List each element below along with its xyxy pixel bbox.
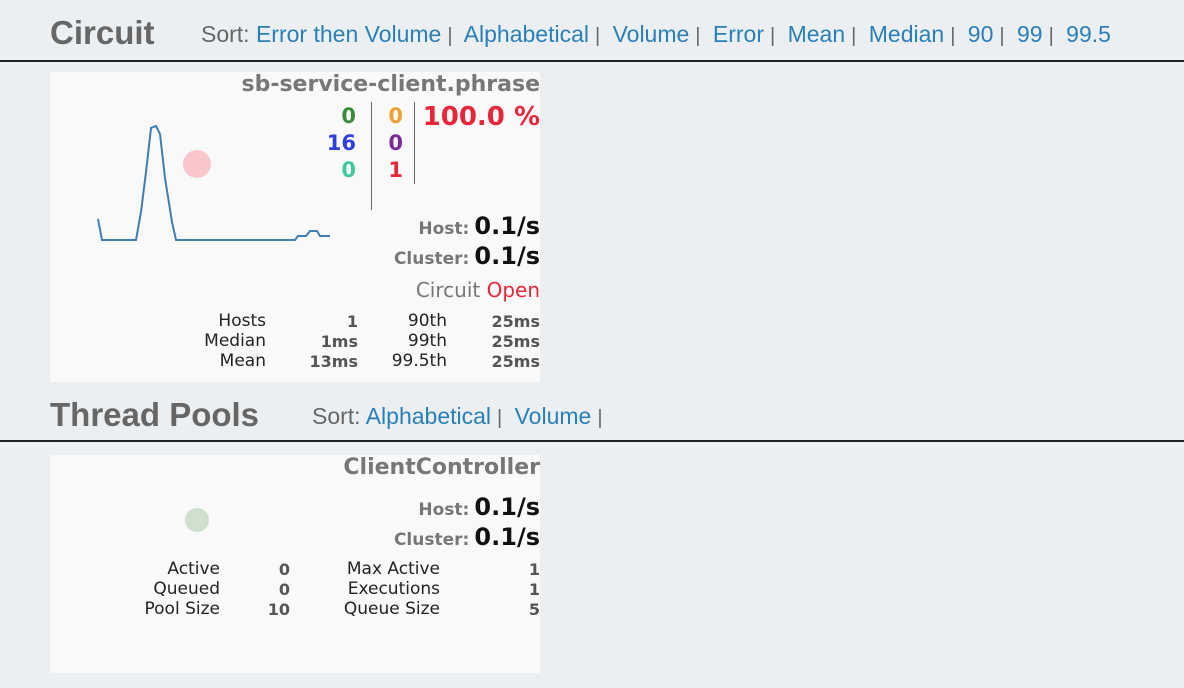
sort-99-5-link[interactable]: 99.5 bbox=[1066, 21, 1111, 47]
p99-value: 25ms bbox=[491, 332, 540, 351]
mean-value: 13ms bbox=[309, 352, 358, 371]
separator: | bbox=[851, 25, 857, 47]
count-divider bbox=[414, 102, 415, 184]
success-count: 0 bbox=[341, 104, 356, 128]
separator: | bbox=[950, 25, 956, 47]
thread-section-title: Thread Pools bbox=[50, 396, 260, 433]
thread-health-chart bbox=[185, 508, 209, 532]
circuit-name: sb-service-client.phrase bbox=[241, 72, 540, 97]
queue-size-value: 5 bbox=[528, 600, 540, 619]
separator: | bbox=[597, 407, 603, 429]
short-circuited-count: 16 bbox=[326, 131, 356, 155]
hosts-label: Hosts bbox=[218, 311, 266, 331]
sort-error-then-volume-link[interactable]: Error then Volume bbox=[255, 21, 442, 47]
thread-pool-name: ClientController bbox=[343, 455, 540, 480]
p90-value: 25ms bbox=[491, 312, 540, 331]
health-circle bbox=[185, 508, 209, 532]
sort-alphabetical-link[interactable]: Alphabetical bbox=[463, 21, 589, 47]
circuit-sort-bar: Sort: Error then Volume | Alphabetical | V… bbox=[201, 21, 1111, 48]
queued-label: Queued bbox=[153, 579, 220, 599]
circuit-status-row: Circuit Open bbox=[416, 278, 540, 302]
health-circle bbox=[183, 150, 211, 178]
pool-size-label: Pool Size bbox=[144, 599, 220, 619]
thread-host-rate-value: 0.1/s bbox=[474, 493, 540, 521]
circuit-panel: sb-service-client.phrase 0 16 0 0 0 1 10… bbox=[50, 72, 540, 382]
bad-request-count: 0 bbox=[341, 158, 356, 182]
thread-cluster-rate-label: Cluster: bbox=[393, 530, 470, 550]
median-value: 1ms bbox=[320, 332, 358, 351]
thread-cluster-rate-row: Cluster: 0.1/s bbox=[394, 523, 540, 551]
thread-sort-volume-link[interactable]: Volume bbox=[514, 403, 592, 429]
max-active-label: Max Active bbox=[346, 559, 440, 579]
cluster-rate-label: Cluster: bbox=[393, 249, 470, 269]
cluster-rate-value: 0.1/s bbox=[474, 242, 540, 270]
max-active-value: 1 bbox=[528, 560, 540, 579]
p995-value: 25ms bbox=[491, 352, 540, 371]
sort-mean-link[interactable]: Mean bbox=[787, 21, 846, 47]
separator: | bbox=[999, 25, 1005, 47]
mean-label: Mean bbox=[219, 351, 266, 371]
active-value: 0 bbox=[278, 560, 290, 579]
median-label: Median bbox=[204, 331, 266, 351]
p99-label: 99th bbox=[407, 331, 447, 351]
failure-count: 1 bbox=[388, 158, 403, 182]
thread-pool-panel: ClientController Host: 0.1/s Cluster: 0.… bbox=[50, 455, 540, 673]
error-percentage: 100.0 % bbox=[422, 102, 540, 132]
pool-size-value: 10 bbox=[267, 600, 290, 619]
p995-label: 99.5th bbox=[391, 351, 447, 371]
thread-section-header bbox=[0, 384, 1184, 442]
circuit-sort-label: Sort: bbox=[201, 21, 250, 47]
thread-host-rate-label: Host: bbox=[418, 500, 470, 520]
circuit-section-title: Circuit bbox=[50, 14, 155, 51]
queued-value: 0 bbox=[278, 580, 290, 599]
cluster-rate-row: Cluster: 0.1/s bbox=[394, 242, 540, 270]
host-rate-label: Host: bbox=[418, 219, 470, 239]
sparkline-chart bbox=[97, 124, 330, 241]
circuit-section-header bbox=[0, 0, 1184, 62]
thread-host-rate-row: Host: 0.1/s bbox=[418, 493, 540, 521]
executions-value: 1 bbox=[528, 580, 540, 599]
thread-cluster-rate-value: 0.1/s bbox=[474, 523, 540, 551]
sort-99-link[interactable]: 99 bbox=[1016, 21, 1043, 47]
circuit-status-value: Open bbox=[486, 278, 540, 302]
separator: | bbox=[1048, 25, 1054, 47]
thread-sort-bar: Sort: Alphabetical | Volume | bbox=[312, 403, 609, 430]
sort-error-link[interactable]: Error bbox=[712, 21, 765, 47]
executions-label: Executions bbox=[347, 579, 440, 599]
sort-median-link[interactable]: Median bbox=[868, 21, 945, 47]
circuit-status-label: Circuit bbox=[415, 278, 481, 302]
thread-sort-label: Sort: bbox=[312, 403, 361, 429]
rejected-count: 0 bbox=[388, 131, 403, 155]
count-divider bbox=[371, 102, 372, 210]
separator: | bbox=[497, 407, 503, 429]
separator: | bbox=[695, 25, 701, 47]
sort-volume-link[interactable]: Volume bbox=[612, 21, 690, 47]
queue-size-label: Queue Size bbox=[343, 599, 440, 619]
p90-label: 90th bbox=[407, 311, 447, 331]
thread-sort-alphabetical-link[interactable]: Alphabetical bbox=[365, 403, 492, 429]
timeout-count: 0 bbox=[388, 104, 403, 128]
separator: | bbox=[770, 25, 776, 47]
host-rate-value: 0.1/s bbox=[474, 212, 540, 240]
sort-90-link[interactable]: 90 bbox=[967, 21, 994, 47]
host-rate-row: Host: 0.1/s bbox=[418, 212, 540, 240]
hosts-value: 1 bbox=[346, 312, 358, 331]
active-label: Active bbox=[167, 559, 220, 579]
rate-sparkline bbox=[97, 124, 330, 241]
separator: | bbox=[594, 25, 601, 47]
separator: | bbox=[447, 25, 453, 47]
